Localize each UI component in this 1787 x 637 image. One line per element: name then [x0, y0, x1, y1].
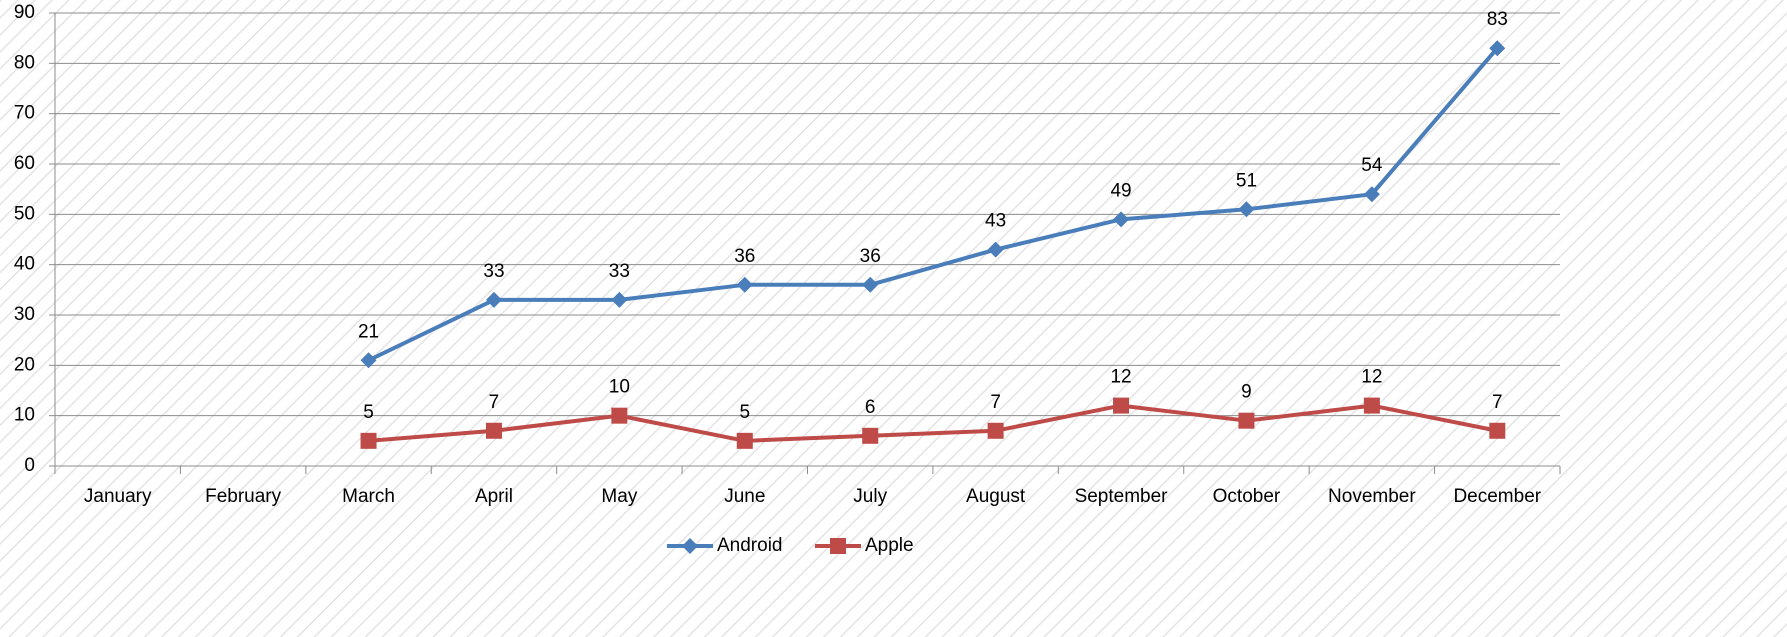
data-label: 36: [734, 246, 755, 267]
data-label: 12: [1361, 367, 1382, 388]
data-label: 51: [1236, 170, 1257, 191]
data-point: [611, 407, 628, 424]
x-tick-label: August: [966, 486, 1026, 507]
data-point: [360, 352, 377, 369]
legend-label: Android: [717, 535, 783, 556]
y-tick-label: 70: [14, 103, 35, 124]
y-tick-label: 20: [14, 354, 35, 375]
data-point: [485, 291, 502, 308]
x-tick-label: November: [1328, 486, 1416, 507]
data-label: 7: [489, 392, 500, 413]
data-point: [987, 241, 1004, 258]
x-tick-label: September: [1075, 486, 1169, 507]
data-label: 54: [1361, 155, 1383, 176]
data-point: [1363, 397, 1380, 414]
y-tick-label: 40: [14, 254, 35, 275]
y-tick-label: 80: [14, 52, 35, 73]
y-tick-label: 50: [14, 203, 35, 224]
data-point: [736, 432, 753, 449]
x-tick-label: October: [1213, 486, 1281, 507]
data-point: [736, 276, 753, 293]
data-point: [611, 291, 628, 308]
data-label: 49: [1110, 180, 1131, 201]
data-label: 12: [1110, 367, 1131, 388]
x-tick-label: March: [342, 486, 395, 507]
data-label: 5: [363, 402, 374, 423]
data-label: 7: [990, 392, 1001, 413]
y-tick-label: 90: [14, 2, 35, 23]
data-label: 5: [740, 402, 751, 423]
legend-marker: [830, 538, 846, 554]
legend-marker: [682, 538, 698, 554]
data-label: 7: [1492, 392, 1503, 413]
data-label: 36: [860, 246, 881, 267]
data-point: [1489, 40, 1506, 57]
data-label: 33: [609, 261, 630, 282]
data-label: 83: [1487, 9, 1508, 30]
x-tick-label: May: [601, 486, 637, 507]
data-point: [1489, 422, 1506, 439]
data-point: [862, 276, 879, 293]
data-point: [1238, 412, 1255, 429]
data-label: 10: [609, 377, 630, 398]
data-point: [485, 422, 502, 439]
x-tick-label: January: [84, 486, 152, 507]
x-tick-label: July: [853, 486, 887, 507]
data-label: 6: [865, 397, 876, 418]
series-line: [367, 46, 1499, 363]
data-label: 43: [985, 211, 1006, 232]
data-point: [987, 422, 1004, 439]
data-point: [1113, 397, 1130, 414]
series-line: [368, 403, 1498, 443]
data-label: 33: [483, 261, 504, 282]
x-tick-label: June: [724, 486, 765, 507]
x-tick-label: December: [1453, 486, 1541, 507]
data-point: [360, 432, 377, 449]
data-point: [862, 427, 879, 444]
y-tick-label: 60: [14, 153, 35, 174]
y-tick-label: 0: [24, 455, 35, 476]
data-point: [1113, 211, 1130, 228]
x-tick-label: February: [205, 486, 282, 507]
x-tick-label: April: [475, 486, 513, 507]
data-label: 21: [358, 321, 379, 342]
data-point: [1363, 186, 1380, 203]
legend-label: Apple: [865, 535, 914, 556]
y-tick-label: 10: [14, 405, 35, 426]
y-tick-label: 30: [14, 304, 35, 325]
data-label: 9: [1241, 382, 1252, 403]
data-point: [1238, 201, 1255, 218]
